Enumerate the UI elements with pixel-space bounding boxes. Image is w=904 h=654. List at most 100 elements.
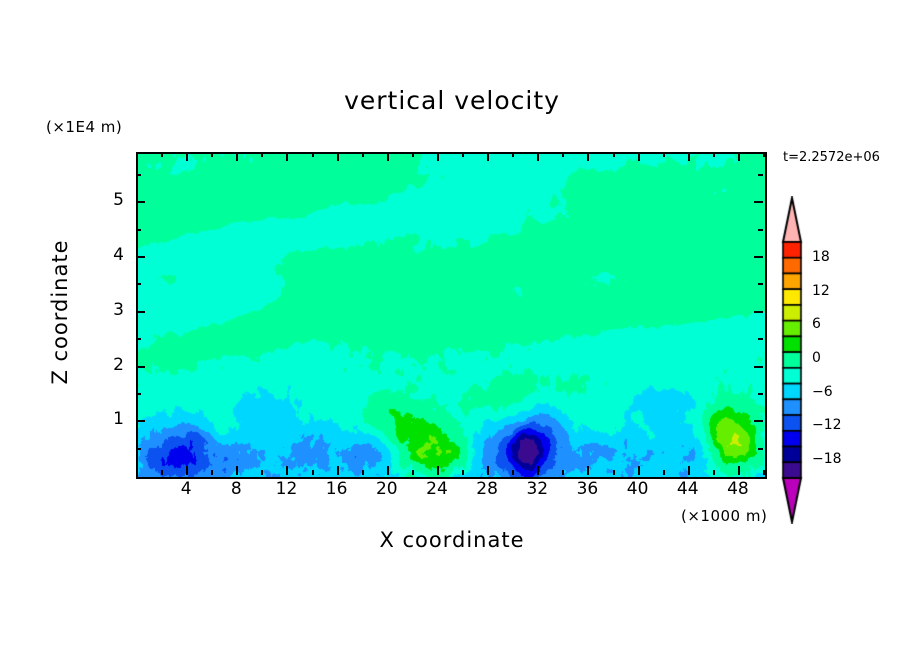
colorbar-label-0: 0 <box>812 350 821 366</box>
y-axis-title: Z coordinate <box>48 239 72 385</box>
tick-mark <box>612 152 615 157</box>
tick-mark <box>758 228 763 231</box>
y-tick-label-3: 3 <box>113 299 124 320</box>
tick-mark <box>436 152 439 161</box>
x-tick-label-12: 12 <box>275 479 298 499</box>
tick-mark <box>587 152 590 161</box>
tick-mark <box>386 466 389 475</box>
tick-mark <box>637 152 640 161</box>
y-tick-label-1: 1 <box>113 409 124 430</box>
tick-mark <box>763 470 765 475</box>
tick-mark <box>462 470 465 475</box>
tick-mark <box>637 466 640 475</box>
tick-mark <box>754 310 763 313</box>
colorbar-gradient <box>778 196 806 524</box>
tick-mark <box>261 152 264 157</box>
x-tick-label-20: 20 <box>375 479 398 499</box>
tick-mark <box>754 420 763 423</box>
tick-mark <box>286 466 289 475</box>
x-tick-label-44: 44 <box>676 479 699 499</box>
colorbar-label--12: −12 <box>812 417 842 434</box>
tick-mark <box>562 470 565 475</box>
tick-mark <box>737 152 740 161</box>
y-tick-label-2: 2 <box>113 354 124 375</box>
tick-mark <box>311 152 314 157</box>
tick-mark <box>136 392 141 395</box>
colorbar <box>778 196 806 524</box>
x-axis-unit-label: (×1000 m) <box>681 507 768 525</box>
tick-mark <box>161 152 164 157</box>
colorbar-label--18: −18 <box>812 451 842 468</box>
contour-plot-area <box>136 152 767 479</box>
tick-mark <box>487 466 490 475</box>
tick-mark <box>136 365 145 368</box>
y-tick-label-5: 5 <box>113 190 124 211</box>
tick-mark <box>211 152 214 157</box>
x-tick-label-48: 48 <box>727 479 749 499</box>
tick-mark <box>537 152 540 161</box>
tick-mark <box>754 256 763 259</box>
colorbar-label-12: 12 <box>812 282 830 299</box>
tick-mark <box>662 152 665 157</box>
tick-mark <box>311 470 314 475</box>
tick-mark <box>763 152 765 157</box>
tick-mark <box>687 152 690 161</box>
tick-mark <box>758 283 763 286</box>
tick-mark <box>758 447 763 450</box>
y-axis-unit-label: (×1E4 m) <box>46 118 123 136</box>
x-tick-label-24: 24 <box>426 479 448 499</box>
x-tick-label-40: 40 <box>626 479 649 499</box>
x-axis-title: X coordinate <box>379 528 525 552</box>
tick-mark <box>754 201 763 204</box>
tick-mark <box>562 152 565 157</box>
tick-mark <box>754 365 763 368</box>
tick-mark <box>186 466 189 475</box>
tick-mark <box>236 466 239 475</box>
tick-mark <box>136 338 141 341</box>
tick-mark <box>386 152 389 161</box>
colorbar-label--6: −6 <box>812 383 833 400</box>
tick-mark <box>436 466 439 475</box>
y-tick-label-4: 4 <box>113 245 124 266</box>
tick-mark <box>361 470 364 475</box>
tick-mark <box>136 420 145 423</box>
tick-mark <box>737 466 740 475</box>
tick-mark <box>687 466 690 475</box>
tick-mark <box>136 228 141 231</box>
tick-mark <box>662 470 665 475</box>
tick-mark <box>712 470 715 475</box>
timestamp-annotation: t=2.2572e+06 <box>783 150 880 165</box>
vertical-velocity-field <box>138 154 765 477</box>
tick-mark <box>336 466 339 475</box>
tick-mark <box>537 466 540 475</box>
x-tick-label-32: 32 <box>526 479 549 499</box>
tick-mark <box>487 152 490 161</box>
chart-title: vertical velocity <box>344 86 560 115</box>
tick-mark <box>361 152 364 157</box>
tick-mark <box>587 466 590 475</box>
x-tick-label-4: 4 <box>180 479 192 499</box>
tick-mark <box>758 338 763 341</box>
tick-mark <box>136 201 145 204</box>
tick-mark <box>336 152 339 161</box>
colorbar-label-18: 18 <box>812 248 830 265</box>
tick-mark <box>136 283 141 286</box>
tick-mark <box>758 392 763 395</box>
tick-mark <box>612 470 615 475</box>
x-tick-label-16: 16 <box>325 479 348 499</box>
colorbar-label-6: 6 <box>812 316 821 333</box>
tick-mark <box>512 470 515 475</box>
tick-mark <box>462 152 465 157</box>
tick-mark <box>261 470 264 475</box>
tick-mark <box>136 310 145 313</box>
tick-mark <box>186 152 189 161</box>
x-tick-label-8: 8 <box>230 479 242 499</box>
x-tick-label-28: 28 <box>476 479 498 499</box>
tick-mark <box>512 152 515 157</box>
tick-mark <box>136 256 145 259</box>
tick-mark <box>211 470 214 475</box>
tick-mark <box>411 470 414 475</box>
tick-mark <box>286 152 289 161</box>
tick-mark <box>411 152 414 157</box>
tick-mark <box>758 173 763 176</box>
